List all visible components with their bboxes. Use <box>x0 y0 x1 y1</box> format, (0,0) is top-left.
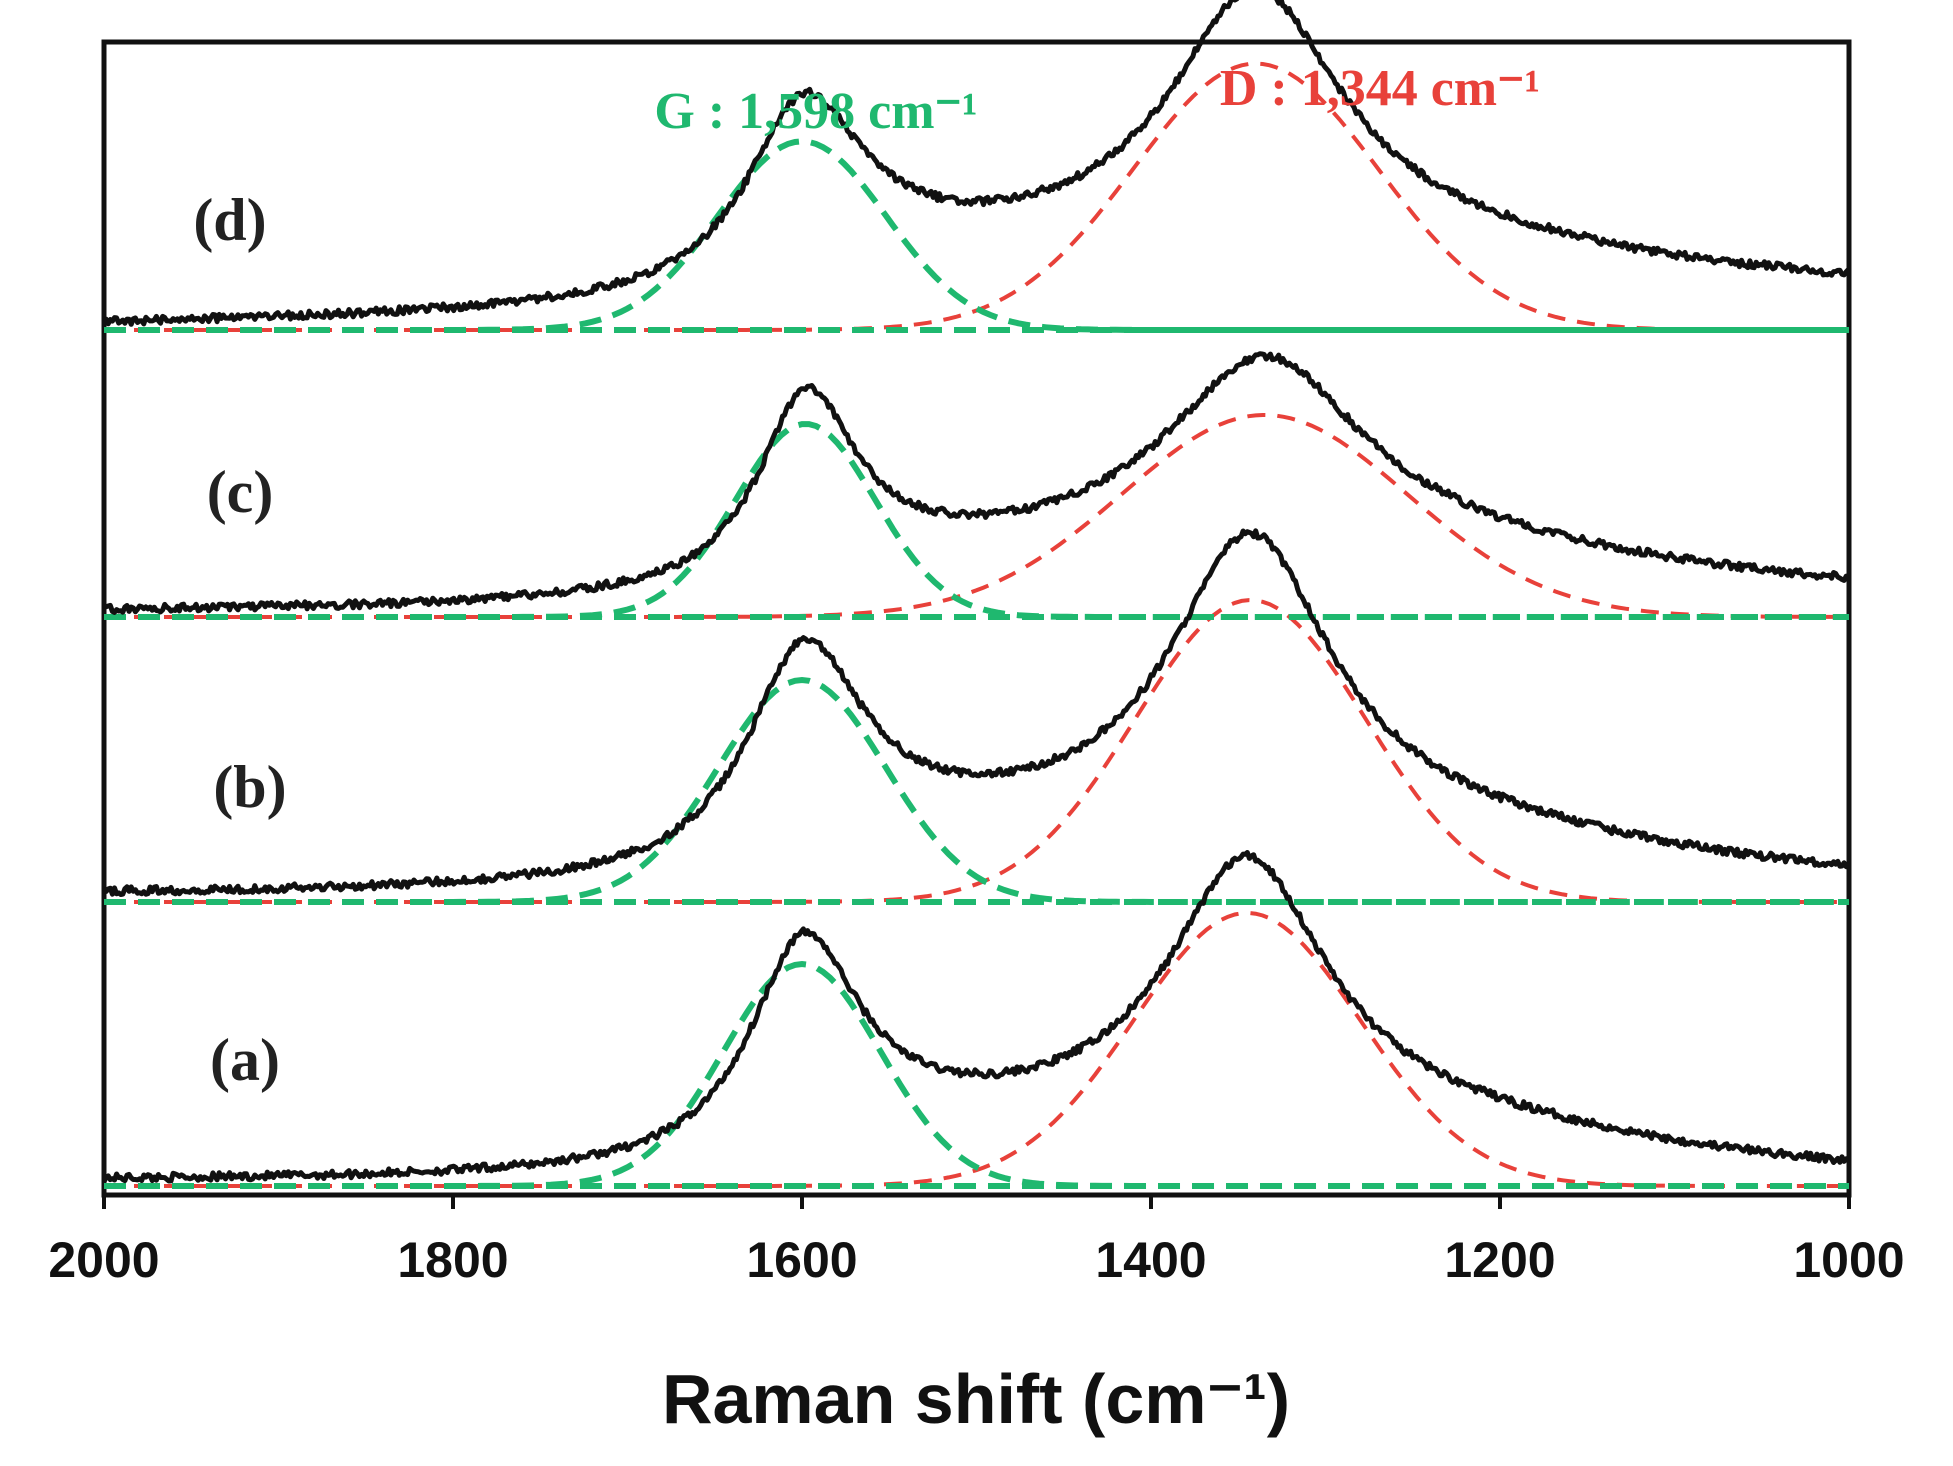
spectra-curves <box>101 0 1851 1184</box>
spectrum-d <box>103 0 1851 327</box>
peak-annotations: G : 1,598 cm⁻¹ D : 1,344 cm⁻¹ <box>654 60 1540 140</box>
spectrum-b <box>101 528 1849 897</box>
spectrum-c <box>102 351 1849 615</box>
panel-label-d: (d) <box>193 187 266 253</box>
x-tick-label: 2000 <box>48 1232 159 1288</box>
panel-label-a: (a) <box>210 1027 280 1093</box>
x-axis-title: Raman shift (cm⁻¹) <box>662 1360 1290 1438</box>
g-band-annotation: G : 1,598 cm⁻¹ <box>654 83 977 140</box>
panel-label-b: (b) <box>213 754 286 820</box>
d-fit-curve-c <box>104 412 1850 619</box>
x-tick-label: 1000 <box>1793 1232 1904 1288</box>
d-fit-curve-b <box>104 598 1849 904</box>
d-band-annotation: D : 1,344 cm⁻¹ <box>1220 60 1540 117</box>
x-axis: 2000 1800 1600 1400 1200 1000 <box>48 1195 1905 1288</box>
x-tick-label: 1600 <box>746 1232 857 1288</box>
fit-curves <box>104 61 1850 1189</box>
x-tick-label: 1200 <box>1444 1232 1555 1288</box>
x-tick-label: 1400 <box>1095 1232 1206 1288</box>
panel-labels: (a) (b) (c) (d) <box>193 187 286 1093</box>
x-tick-label: 1800 <box>397 1232 508 1288</box>
panel-label-c: (c) <box>207 459 274 525</box>
spectrum-a <box>101 850 1849 1184</box>
